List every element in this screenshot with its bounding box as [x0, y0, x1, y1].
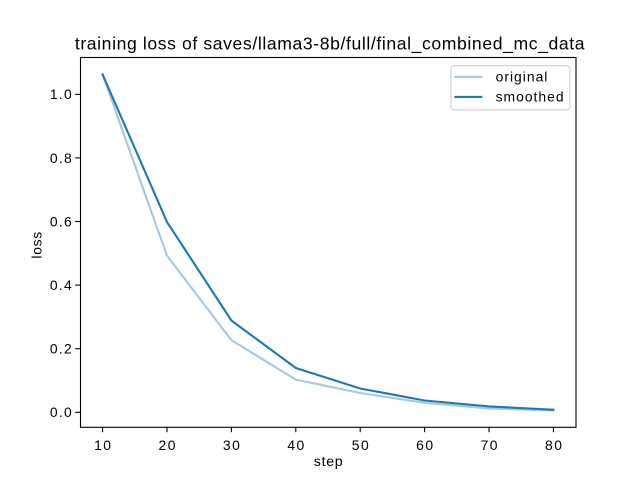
svg-text:80: 80	[545, 437, 563, 453]
svg-text:40: 40	[287, 437, 305, 453]
svg-text:0.4: 0.4	[50, 277, 73, 293]
svg-text:30: 30	[223, 437, 241, 453]
svg-text:1.0: 1.0	[50, 86, 73, 102]
svg-text:training loss of saves/llama3-: training loss of saves/llama3-8b/full/fi…	[75, 33, 585, 54]
svg-text:original: original	[496, 69, 549, 85]
svg-text:60: 60	[416, 437, 434, 453]
svg-text:smoothed: smoothed	[496, 89, 565, 105]
svg-text:0.6: 0.6	[50, 213, 73, 229]
svg-text:70: 70	[481, 437, 499, 453]
svg-text:0.0: 0.0	[50, 404, 73, 420]
svg-text:10: 10	[94, 437, 112, 453]
svg-text:20: 20	[158, 437, 176, 453]
svg-text:loss: loss	[29, 231, 45, 259]
svg-text:0.2: 0.2	[50, 341, 73, 357]
svg-text:50: 50	[352, 437, 370, 453]
svg-text:step: step	[314, 454, 344, 470]
svg-text:0.8: 0.8	[50, 150, 73, 166]
